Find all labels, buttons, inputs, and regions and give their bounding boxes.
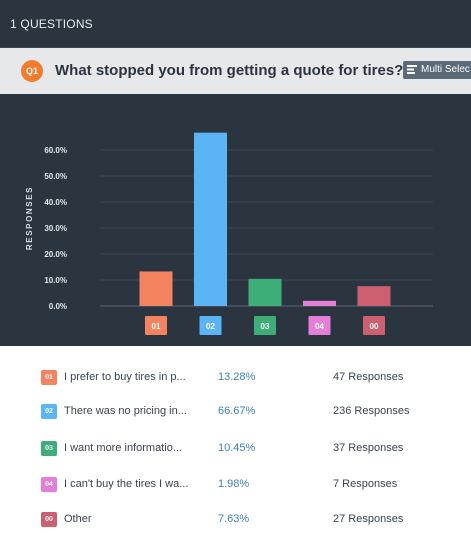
- x-chip-background: [145, 316, 167, 335]
- y-tick-label: 40.0%: [44, 198, 67, 207]
- legend-percentage: 1.98%: [218, 478, 250, 490]
- x-tick-label: 02: [206, 322, 215, 331]
- y-tick-label: 30.0%: [44, 224, 67, 233]
- x-chip-background: [363, 316, 385, 335]
- x-chip-01: 01: [145, 316, 167, 335]
- chart-panel: [0, 94, 471, 346]
- x-chip-04: 04: [308, 316, 331, 335]
- bar-chart: 0.0% 10.0% 20.0% 30.0% 40.0% 50.0% 60.0% RESPO…: [25, 132, 433, 335]
- y-tick-label: 60.0%: [44, 146, 67, 155]
- x-tick-label: 00: [370, 322, 379, 331]
- legend-chip: 01: [41, 370, 57, 385]
- x-chip-background: [199, 316, 222, 335]
- y-axis-ticks: 0.0% 10.0% 20.0% 30.0% 40.0% 50.0% 60.0%: [44, 146, 67, 311]
- chart-bars: [139, 132, 391, 306]
- legend-row-01[interactable]: 01 I prefer to buy tires in p... 13.28% 47 …: [0, 370, 471, 390]
- legend-row-02[interactable]: 02 There was no pricing in... 66.67% 236 Re…: [0, 404, 471, 424]
- x-chip-background: [308, 316, 331, 335]
- questions-count-title: 1 QUESTIONS: [10, 17, 93, 31]
- y-tick-label: 10.0%: [44, 276, 67, 285]
- y-tick-label: 50.0%: [44, 172, 67, 181]
- legend-label: There was no pricing in...: [64, 405, 187, 417]
- y-tick-label: 20.0%: [44, 250, 67, 259]
- legend-responses: 37 Responses: [333, 442, 404, 454]
- question-type-button[interactable]: Multi Selec: [403, 61, 471, 79]
- legend-percentage: 7.63%: [218, 513, 250, 525]
- legend-percentage: 66.67%: [218, 405, 256, 417]
- top-bar: 1 QUESTIONS: [0, 0, 471, 48]
- x-tick-label: 01: [152, 322, 161, 331]
- legend-label: I can't buy the tires I wa...: [64, 478, 189, 490]
- x-tick-label: 04: [315, 322, 324, 331]
- legend-row-03[interactable]: 03 I want more informatio... 10.45% 37 Resp…: [0, 441, 471, 461]
- x-chip-03: 03: [254, 316, 276, 335]
- bar-03[interactable]: [248, 278, 282, 306]
- bar-02[interactable]: [194, 132, 227, 306]
- question-badge: Q1: [21, 60, 43, 82]
- x-tick-label: 03: [261, 322, 270, 331]
- bar-01[interactable]: [139, 271, 173, 306]
- legend-chip: 02: [41, 404, 57, 419]
- legend-chip: 04: [41, 477, 57, 492]
- y-axis-label: RESPONSES: [25, 186, 34, 250]
- legend-responses: 47 Responses: [333, 371, 404, 383]
- x-chip-02: 02: [199, 316, 222, 335]
- list-icon: [407, 64, 417, 74]
- legend-responses: 7 Responses: [333, 478, 398, 490]
- x-axis-category-chips: 01 02 03 04 00: [145, 316, 385, 335]
- bar-04[interactable]: [303, 300, 336, 306]
- legend-percentage: 13.28%: [218, 371, 256, 383]
- bar-00[interactable]: [357, 286, 391, 306]
- legend-responses: 27 Responses: [333, 513, 404, 525]
- legend-label: I prefer to buy tires in p...: [64, 371, 186, 383]
- question-header: [0, 48, 471, 94]
- legend-row-04[interactable]: 04 I can't buy the tires I wa... 1.98% 7 Re…: [0, 477, 471, 497]
- legend-label: I want more informatio...: [64, 442, 182, 454]
- question-title: What stopped you from getting a quote fo…: [55, 62, 404, 79]
- x-chip-background: [254, 316, 276, 335]
- question-type-label: Multi Selec: [421, 64, 470, 75]
- legend-chip: 03: [41, 441, 57, 456]
- x-chip-00: 00: [363, 316, 385, 335]
- legend-percentage: 10.45%: [218, 442, 256, 454]
- legend-responses: 236 Responses: [333, 405, 410, 417]
- legend-chip: 00: [41, 512, 57, 527]
- legend-row-00[interactable]: 00 Other 7.63% 27 Responses: [0, 512, 471, 532]
- legend-label: Other: [64, 513, 92, 525]
- y-tick-label: 0.0%: [49, 302, 67, 311]
